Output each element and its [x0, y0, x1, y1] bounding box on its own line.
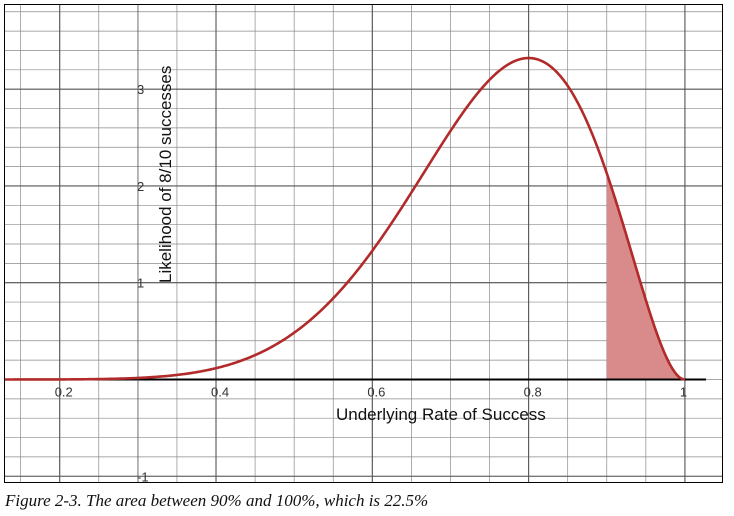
shaded-area-90-100 — [606, 173, 685, 380]
y-tick-label: 1 — [137, 276, 144, 291]
chart-frame: 0.2 0.4 0.6 0.8 1 -1 1 2 3 Underlying Rate of Suc… — [4, 4, 723, 483]
x-tick-label: 0.8 — [524, 384, 542, 399]
y-tick-label: -1 — [137, 469, 149, 483]
x-tick-label: 1 — [680, 384, 687, 399]
x-tick-label: 0.6 — [367, 384, 385, 399]
figure-caption: Figure 2-3. The area between 90% and 100… — [5, 491, 429, 510]
x-tick-label: 0.4 — [211, 384, 229, 399]
y-tick-label: 3 — [137, 82, 144, 97]
y-tick-label: 2 — [137, 179, 144, 194]
x-axis-title: Underlying Rate of Success — [336, 405, 546, 424]
y-axis-title: Likelihood of 8/10 successes — [156, 66, 175, 283]
likelihood-curve — [5, 56, 686, 381]
x-tick-label: 0.2 — [55, 384, 73, 399]
likelihood-chart: 0.2 0.4 0.6 0.8 1 -1 1 2 3 Underlying Rate of Suc… — [5, 5, 722, 483]
